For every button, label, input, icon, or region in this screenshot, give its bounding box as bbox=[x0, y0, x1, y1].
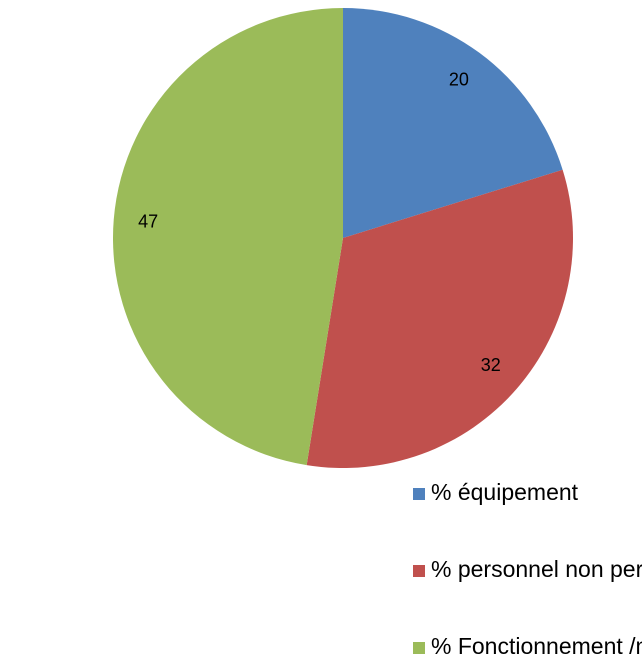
data-label: 47 bbox=[138, 211, 158, 231]
data-label: 20 bbox=[449, 69, 469, 89]
legend-swatch bbox=[413, 642, 425, 654]
pie-slice bbox=[113, 8, 343, 466]
pie-slice bbox=[306, 169, 573, 468]
legend-swatch bbox=[413, 565, 425, 577]
legend-label: % équipement bbox=[431, 479, 579, 505]
legend-swatch bbox=[413, 488, 425, 500]
legend-label: % personnel non permament bbox=[431, 556, 642, 582]
pie-slice bbox=[343, 8, 563, 238]
data-label: 32 bbox=[481, 355, 501, 375]
legend-label: % Fonctionnement /missions /sous-traitan… bbox=[431, 633, 642, 654]
